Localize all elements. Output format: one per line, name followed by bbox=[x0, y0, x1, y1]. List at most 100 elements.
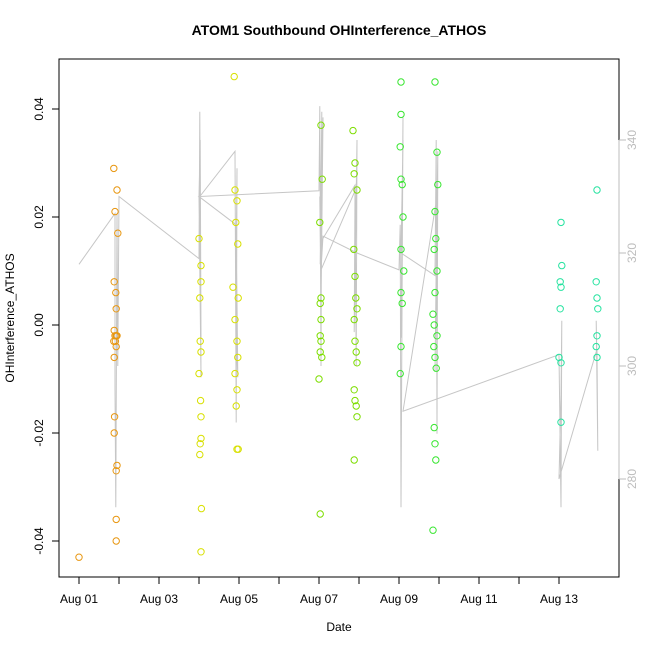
data-point bbox=[318, 175, 326, 183]
data-point bbox=[317, 337, 325, 345]
data-point bbox=[593, 353, 601, 362]
data-point bbox=[349, 126, 357, 135]
data-point bbox=[232, 218, 240, 227]
data-point bbox=[75, 553, 83, 561]
data-point bbox=[196, 337, 204, 345]
data-point bbox=[196, 450, 204, 459]
grey-line-series bbox=[78, 106, 599, 508]
data-point bbox=[234, 353, 242, 362]
data-point bbox=[196, 396, 205, 405]
y-tick-label: -0.04 bbox=[32, 527, 46, 555]
x-tick-label: Aug 03 bbox=[140, 592, 178, 606]
x-tick-label: Aug 05 bbox=[220, 592, 258, 606]
x-tick-label: Aug 01 bbox=[60, 592, 98, 606]
data-point bbox=[197, 348, 205, 356]
data-point bbox=[593, 186, 601, 194]
data-point bbox=[430, 342, 438, 351]
y-tick-label: 0.02 bbox=[32, 205, 46, 229]
data-point bbox=[398, 180, 406, 189]
data-point bbox=[430, 423, 438, 432]
data-point bbox=[557, 218, 565, 227]
data-point bbox=[351, 159, 359, 167]
data-point bbox=[112, 288, 120, 297]
data-point bbox=[593, 332, 601, 340]
data-point bbox=[197, 413, 205, 421]
data-point bbox=[433, 332, 441, 340]
data-point bbox=[112, 515, 120, 524]
data-point bbox=[234, 294, 242, 302]
data-point bbox=[233, 386, 241, 394]
data-point bbox=[197, 504, 206, 513]
data-point bbox=[230, 72, 238, 81]
data-point bbox=[317, 121, 325, 129]
data-point bbox=[352, 348, 360, 356]
data-point bbox=[113, 461, 121, 470]
data-point bbox=[114, 229, 122, 237]
data-point bbox=[557, 359, 565, 367]
data-point bbox=[234, 445, 242, 453]
data-point bbox=[398, 299, 406, 308]
data-point bbox=[197, 434, 205, 443]
data-point bbox=[110, 429, 118, 437]
data-point bbox=[397, 78, 405, 86]
data-point bbox=[593, 294, 601, 302]
data-point bbox=[231, 186, 239, 194]
data-point bbox=[112, 305, 120, 313]
data-point bbox=[351, 272, 359, 281]
data-point bbox=[430, 321, 438, 329]
data-point bbox=[556, 278, 564, 286]
data-point bbox=[196, 294, 204, 302]
data-point bbox=[317, 315, 325, 324]
y-tick-label: 0.00 bbox=[32, 313, 46, 337]
x-tick-label: Aug 07 bbox=[300, 592, 338, 606]
data-point bbox=[431, 288, 439, 297]
data-point bbox=[353, 186, 361, 194]
data-point bbox=[197, 278, 205, 286]
data-point bbox=[234, 240, 242, 248]
data-point bbox=[429, 310, 437, 318]
data-point bbox=[229, 283, 237, 291]
y2-tick-label: 340 bbox=[625, 130, 639, 150]
data-point bbox=[434, 180, 442, 189]
data-point bbox=[110, 353, 118, 362]
data-point bbox=[318, 353, 326, 362]
data-point bbox=[397, 110, 405, 119]
data-point bbox=[350, 245, 358, 254]
data-point bbox=[316, 348, 324, 356]
data-point bbox=[557, 283, 565, 291]
line-series-layer bbox=[78, 106, 599, 508]
data-point bbox=[315, 375, 323, 383]
data-point bbox=[112, 467, 120, 475]
x-tick-label: Aug 13 bbox=[540, 592, 578, 606]
plot-frame bbox=[58, 58, 620, 578]
data-point bbox=[592, 278, 600, 286]
points-layer bbox=[75, 72, 602, 561]
data-point bbox=[111, 207, 119, 216]
data-point bbox=[317, 294, 325, 302]
data-point bbox=[433, 267, 441, 275]
data-point bbox=[231, 315, 239, 324]
chart-title: ATOM1 Southbound OHInterference_ATHOS bbox=[192, 22, 487, 38]
data-point bbox=[350, 170, 358, 178]
data-point bbox=[353, 359, 361, 367]
data-point bbox=[594, 305, 602, 313]
data-point bbox=[351, 396, 359, 405]
data-point bbox=[350, 456, 358, 464]
data-point bbox=[232, 402, 240, 410]
data-point bbox=[233, 337, 241, 345]
x-tick-label: Aug 11 bbox=[460, 592, 497, 606]
data-point bbox=[195, 369, 203, 378]
data-point bbox=[556, 305, 564, 313]
data-point bbox=[110, 164, 118, 173]
x-tick-label: Aug 09 bbox=[380, 592, 418, 606]
data-point bbox=[433, 148, 441, 156]
x-axis-label: Date bbox=[326, 620, 352, 634]
data-point bbox=[397, 288, 405, 297]
y-axis: -0.04 -0.02 0.00 0.02 0.04 bbox=[32, 97, 60, 555]
y2-axis: 280 300 320 340 bbox=[618, 130, 639, 489]
data-point bbox=[316, 510, 324, 518]
data-point bbox=[432, 364, 440, 372]
y-axis-label: OHInterference_ATHOS bbox=[3, 253, 17, 382]
data-point bbox=[592, 342, 600, 351]
